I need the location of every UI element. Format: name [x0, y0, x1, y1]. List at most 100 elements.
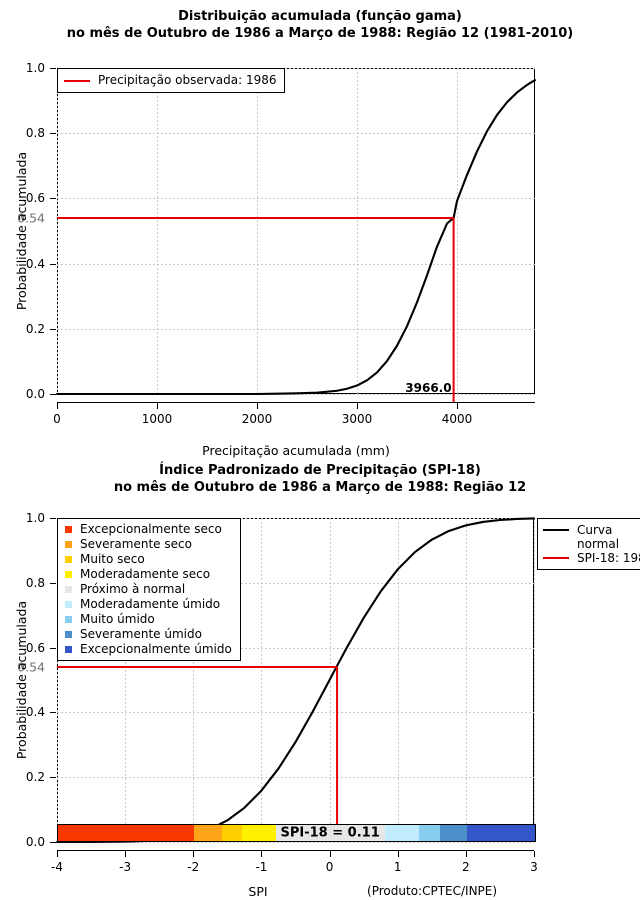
class-color-swatch	[65, 541, 72, 548]
top-x-tick	[457, 403, 458, 409]
curve-legend-row: SPI-18: 1986	[543, 551, 640, 565]
curve-legend-label: SPI-18: 1986	[577, 551, 640, 565]
top-x-tick-label: 1000	[141, 412, 173, 426]
spi-class-legend-row: Muito seco	[62, 552, 232, 567]
bottom-chart-panel: 0.0 0.2 0.4 0.6 0.8 1.0 -4 -3 -2 -1 0 1 2 3 0.54 Pro…	[0, 500, 640, 900]
bottom-y-tick	[50, 777, 56, 778]
curve-legend-row: Curva normal	[543, 523, 640, 551]
class-legend-label: Excepcionalmente úmido	[80, 642, 232, 656]
spi-class-legend-row: Próximo à normal	[62, 582, 232, 597]
bottom-x-axis-title: SPI	[248, 884, 268, 899]
class-color-swatch	[65, 526, 72, 533]
spi-class-legend-row: Excepcionalmente seco	[62, 522, 232, 537]
bottom-y-tick-label: 0.6	[25, 640, 45, 655]
bottom-x-tick	[330, 851, 331, 857]
legend-label-observed: Precipitação observada: 1986	[98, 73, 277, 87]
class-legend-label: Severamente úmido	[80, 627, 202, 641]
bottom-chart-title-line2: no mês de Outubro de 1986 a Março de 198…	[113, 480, 527, 495]
top-y-tick-label: 0.0	[25, 387, 45, 401]
top-y-tick	[50, 394, 56, 395]
top-y-tick	[50, 264, 56, 265]
spi-class-legend-row: Severamente seco	[62, 537, 232, 552]
bottom-x-tick	[57, 851, 58, 857]
spi-class-legend: Excepcionalmente seco Severamente seco Mui…	[57, 518, 241, 661]
curve-legend-swatch	[543, 529, 569, 531]
top-x-tick	[357, 403, 358, 409]
spi-class-legend-row: Muito úmido	[62, 612, 232, 627]
class-legend-label: Severamente seco	[80, 537, 192, 551]
class-legend-label: Excepcionalmente seco	[80, 522, 222, 536]
colorbar-segment	[385, 825, 420, 841]
bottom-chart-title-line1: Índice Padronizado de Precipitação (SPI-…	[159, 463, 481, 478]
top-y-tick-label: 0.6	[25, 191, 45, 206]
legend-line-swatch	[64, 79, 90, 82]
bottom-x-tick-label: -2	[187, 860, 200, 874]
bottom-x-tick-label: -3	[119, 860, 132, 874]
bottom-x-tick-label: 2	[462, 860, 470, 874]
bottom-x-tick	[534, 851, 535, 857]
top-y-tick	[50, 68, 56, 69]
spi-value-label: SPI-18 = 0.11	[280, 825, 380, 841]
spi-class-legend-row: Moderadamente úmido	[62, 597, 232, 612]
bottom-x-tick	[466, 851, 467, 857]
top-x-tick-label: 2000	[241, 412, 273, 426]
top-chart-legend: Precipitação observada: 1986	[57, 68, 286, 93]
spi-class-legend-row: Severamente úmido	[62, 627, 232, 642]
bottom-x-tick	[261, 851, 262, 857]
colorbar-segment	[58, 825, 195, 841]
bottom-x-tick-label: 0	[325, 860, 334, 874]
product-label: (Produto:CPTEC/INPE)	[367, 884, 498, 898]
bottom-y-tick	[50, 583, 56, 584]
bottom-y-tick-label: 0.2	[25, 770, 45, 785]
bottom-x-tick	[125, 851, 126, 857]
bottom-x-tick-label: -4	[51, 860, 63, 874]
class-legend-label: Muito úmido	[80, 612, 155, 626]
bottom-y-tick	[50, 842, 56, 843]
top-y-tick-label: 0.2	[25, 321, 45, 336]
top-y-tick	[50, 329, 56, 330]
top-y-tick-label: 1.0	[25, 61, 45, 75]
curve-legend-label-line1: Curva	[577, 523, 613, 537]
top-x-tick	[57, 403, 58, 409]
bottom-y-tick	[50, 518, 56, 519]
class-color-swatch	[65, 601, 72, 608]
colorbar-segment	[419, 825, 440, 841]
top-x-tick-label: 4000	[441, 412, 473, 426]
bottom-x-tick	[398, 851, 399, 857]
bottom-y-tick-label: 1.0	[25, 511, 45, 525]
legend-row-observed: Precipitação observada: 1986	[64, 73, 276, 88]
bottom-y-tick-label: 0.8	[25, 575, 45, 590]
class-color-swatch	[65, 646, 72, 653]
spi-class-legend-row: Excepcionalmente úmido	[62, 642, 232, 657]
class-legend-label: Moderadamente seco	[80, 567, 211, 581]
top-highlight-y-label: 0.54	[17, 210, 45, 226]
class-legend-label: Muito seco	[80, 552, 145, 566]
class-color-swatch	[65, 586, 72, 593]
top-chart-title-line1: Distribuição acumulada (função gama)	[178, 9, 462, 24]
top-y-tick-label: 0.8	[25, 126, 45, 141]
bottom-x-axis-line	[57, 850, 534, 851]
bottom-y-tick-label: 0.0	[25, 835, 45, 849]
class-legend-label: Próximo à normal	[80, 582, 186, 596]
colorbar-segment	[221, 825, 242, 841]
class-color-swatch	[65, 571, 72, 578]
colorbar-segment	[439, 825, 467, 841]
bottom-y-tick-label: 0.4	[25, 705, 45, 720]
spi-class-legend-row: Moderadamente seco	[62, 567, 232, 582]
top-chart-panel: 0.0 0.2 0.4 0.6 0.8 1.0 0 1000 2000 3000 4000 0.5…	[0, 50, 640, 458]
class-color-swatch	[65, 616, 72, 623]
bottom-highlight-y-label: 0.54	[17, 659, 45, 675]
top-x-tick	[157, 403, 158, 409]
bottom-x-tick-label: 3	[530, 860, 538, 874]
top-x-axis-line	[57, 402, 535, 403]
bottom-y-tick	[50, 648, 56, 649]
top-chart-title: Distribuição acumulada (função gama) no …	[0, 8, 640, 42]
top-y-tick	[50, 133, 56, 134]
class-legend-label: Moderadamente úmido	[80, 597, 221, 611]
colorbar-segment	[241, 825, 277, 841]
bottom-y-axis-title: Probabilidade acumulada	[14, 600, 29, 760]
bottom-x-tick	[193, 851, 194, 857]
bottom-chart-title: Índice Padronizado de Precipitação (SPI-…	[0, 462, 640, 496]
top-y-tick-label: 0.4	[25, 256, 45, 271]
